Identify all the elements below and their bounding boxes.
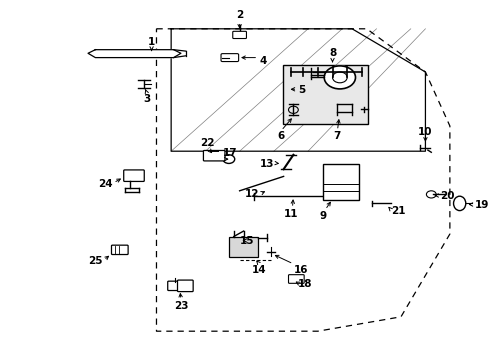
Text: 18: 18	[298, 279, 312, 289]
Text: 20: 20	[439, 191, 454, 201]
Circle shape	[324, 66, 355, 89]
Text: 2: 2	[236, 10, 243, 20]
FancyBboxPatch shape	[177, 280, 193, 292]
Ellipse shape	[452, 196, 465, 211]
FancyBboxPatch shape	[232, 31, 246, 39]
Text: 17: 17	[222, 148, 237, 158]
Text: 23: 23	[173, 301, 188, 311]
Text: 11: 11	[283, 209, 298, 219]
Text: 14: 14	[251, 265, 266, 275]
FancyBboxPatch shape	[288, 275, 304, 283]
Text: 21: 21	[390, 206, 405, 216]
Text: 1: 1	[148, 37, 155, 47]
Text: 22: 22	[200, 138, 215, 148]
Bar	[228, 237, 258, 257]
Text: 6: 6	[277, 131, 284, 141]
Text: 25: 25	[88, 256, 102, 266]
Text: 5: 5	[298, 85, 305, 95]
Text: 8: 8	[328, 48, 335, 58]
Text: 15: 15	[239, 236, 254, 246]
Text: 19: 19	[473, 200, 488, 210]
Text: 10: 10	[417, 127, 432, 137]
Bar	[282, 65, 367, 124]
Text: 4: 4	[259, 56, 266, 66]
Text: 9: 9	[319, 211, 325, 221]
FancyBboxPatch shape	[123, 170, 144, 181]
Text: 24: 24	[98, 179, 112, 189]
Text: 16: 16	[293, 265, 307, 275]
FancyBboxPatch shape	[203, 150, 224, 161]
Bar	[322, 164, 359, 200]
Text: 13: 13	[259, 159, 273, 169]
FancyBboxPatch shape	[221, 54, 238, 62]
FancyBboxPatch shape	[167, 281, 184, 291]
Text: 3: 3	[143, 94, 150, 104]
Polygon shape	[88, 50, 181, 58]
Text: 12: 12	[244, 189, 259, 199]
FancyBboxPatch shape	[111, 245, 128, 255]
Text: 7: 7	[333, 131, 341, 141]
